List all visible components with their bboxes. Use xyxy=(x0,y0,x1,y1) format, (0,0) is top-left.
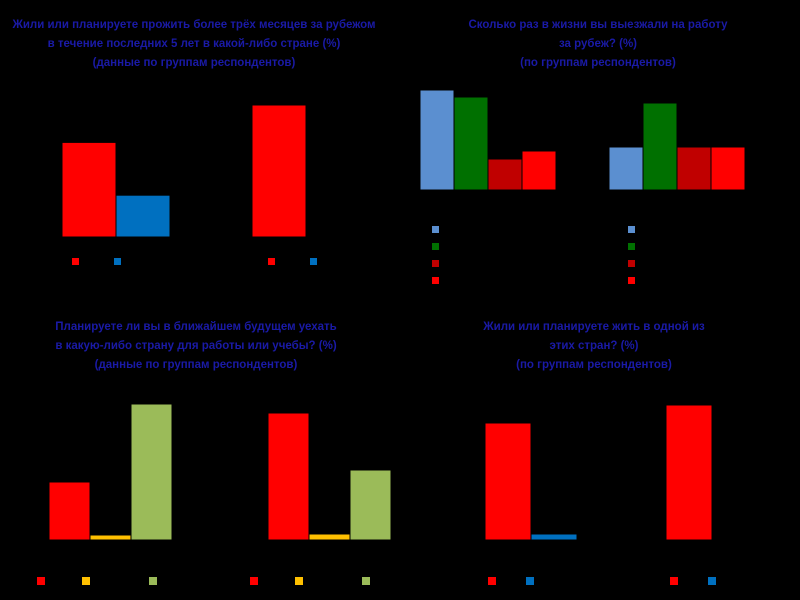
bar xyxy=(642,102,678,191)
legend-swatch xyxy=(488,577,496,585)
bar xyxy=(308,533,351,541)
chart-panel-2: Сколько раз в жизни вы выезжали на работ… xyxy=(400,0,800,300)
legend-swatch xyxy=(628,226,635,233)
title-line: (по группам респондентов) xyxy=(516,359,672,371)
legend-swatch xyxy=(72,258,79,265)
title-line: в течение последних 5 лет в какой-либо с… xyxy=(47,38,341,50)
bar xyxy=(608,146,644,191)
legend-swatch xyxy=(114,258,121,265)
legend-swatch xyxy=(250,577,258,585)
title-line: (по группам респондентов) xyxy=(520,57,676,69)
legend-swatch xyxy=(628,243,635,250)
bar xyxy=(710,146,746,191)
legend-swatch xyxy=(628,277,635,284)
legend-swatch xyxy=(432,226,439,233)
legend-swatch xyxy=(362,577,370,585)
chart-title: Жили или планируете прожить более трёх м… xyxy=(0,16,394,73)
bar xyxy=(521,150,557,191)
title-line: Планируете ли вы в ближайшем будущем уех… xyxy=(55,321,337,333)
bar xyxy=(61,141,117,238)
legend-swatch xyxy=(268,258,275,265)
bar xyxy=(130,403,173,541)
bar xyxy=(349,469,392,541)
title-line: Сколько раз в жизни вы выезжали на работ… xyxy=(468,19,728,31)
bar xyxy=(530,533,578,541)
legend-swatch xyxy=(432,260,439,267)
legend-swatch xyxy=(310,258,317,265)
legend-swatch xyxy=(149,577,157,585)
chart-title: Планируете ли вы в ближайшем будущем уех… xyxy=(0,318,396,375)
chart-title: Сколько раз в жизни вы выезжали на работ… xyxy=(398,16,798,73)
bar xyxy=(676,146,712,191)
legend-swatch xyxy=(670,577,678,585)
bar xyxy=(251,104,307,238)
legend-swatch xyxy=(708,577,716,585)
legend-swatch xyxy=(432,277,439,284)
bar xyxy=(419,89,455,191)
legend-swatch xyxy=(82,577,90,585)
legend-swatch xyxy=(432,243,439,250)
title-line: в какую-либо страну для работы или учебы… xyxy=(55,340,337,352)
chart-title: Жили или планируете жить в одной из этих… xyxy=(394,318,794,375)
chart-panel-4: Жили или планируете жить в одной из этих… xyxy=(400,300,800,600)
bar xyxy=(453,96,489,191)
title-line: этих стран? (%) xyxy=(549,340,639,352)
bar xyxy=(487,158,523,191)
title-line: Жили или планируете прожить более трёх м… xyxy=(12,19,376,31)
title-line: Жили или планируете жить в одной из xyxy=(483,321,705,333)
chart-panel-3: Планируете ли вы в ближайшем будущем уех… xyxy=(0,300,400,600)
bar xyxy=(484,422,532,541)
bar xyxy=(115,194,171,238)
chart-panel-1: Жили или планируете прожить более трёх м… xyxy=(0,0,400,300)
bar-chart xyxy=(419,89,746,284)
legend-swatch xyxy=(295,577,303,585)
bar-chart xyxy=(61,104,317,265)
legend-swatch xyxy=(37,577,45,585)
legend-swatch xyxy=(628,260,635,267)
legend-swatch xyxy=(526,577,534,585)
bar xyxy=(665,404,713,541)
bar xyxy=(89,534,132,541)
title-line: за рубеж? (%) xyxy=(558,38,638,50)
bar-chart xyxy=(37,403,392,585)
bar-chart xyxy=(484,404,716,585)
bar xyxy=(267,412,310,541)
title-line: (данные по группам респондентов) xyxy=(92,57,296,69)
bar xyxy=(48,481,91,541)
title-line: (данные по группам респондентов) xyxy=(94,359,298,371)
